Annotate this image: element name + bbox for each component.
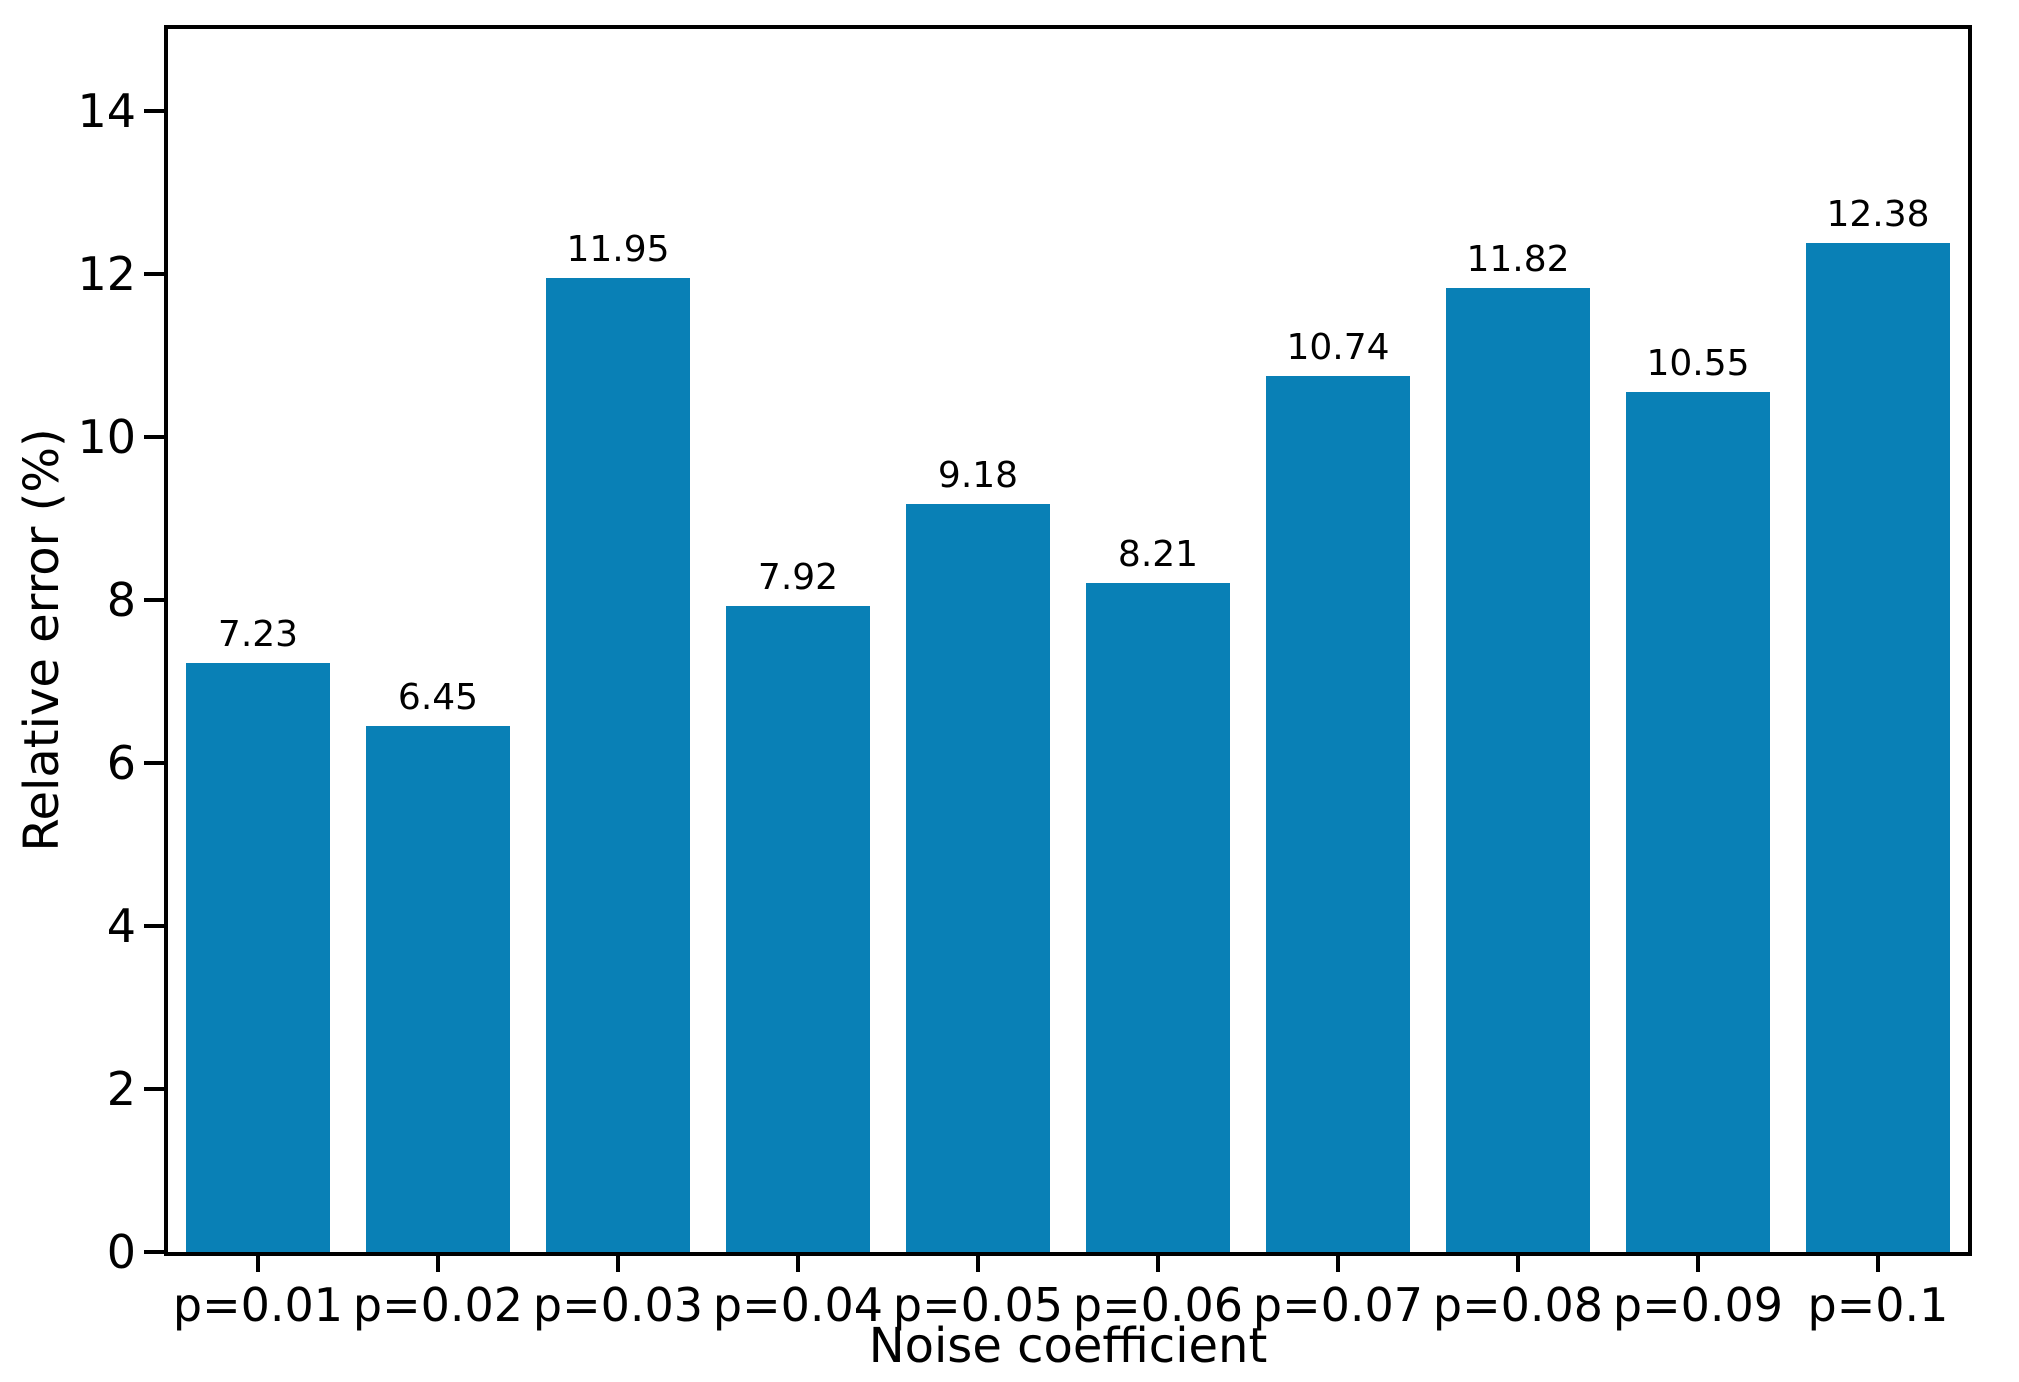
x-tick-label-p=0.1: p=0.1	[1807, 1278, 1949, 1332]
y-tick-label: 2	[106, 1061, 136, 1116]
bar-value-label: 7.92	[757, 557, 839, 599]
bar-value-label: 10.74	[1286, 327, 1390, 369]
x-tick-label-p=0.09: p=0.09	[1612, 1278, 1784, 1332]
y-tick-label: 8	[106, 572, 136, 627]
y-tick-mark	[144, 1086, 164, 1091]
y-tick-mark	[144, 1250, 164, 1254]
y-tick-mark	[144, 923, 164, 928]
x-tick-label-p=0.04: p=0.04	[712, 1278, 884, 1332]
x-tick-label-p=0.03: p=0.03	[532, 1278, 704, 1332]
x-tick-label-p=0.05: p=0.05	[892, 1278, 1064, 1332]
y-axis-title: Relative error (%)	[14, 428, 70, 852]
x-axis-title: Noise coefficient	[868, 1318, 1268, 1374]
x-tick-mark	[796, 1256, 800, 1272]
x-tick-mark	[1336, 1256, 1340, 1272]
bar-value-label: 9.18	[937, 454, 1019, 496]
bar-p=0.1	[1806, 242, 1950, 1252]
bar-value-label: 8.21	[1117, 533, 1199, 575]
bar-p=0.05	[906, 503, 1050, 1252]
x-tick-label-p=0.06: p=0.06	[1072, 1278, 1244, 1332]
y-tick-label: 0	[106, 1225, 136, 1279]
x-tick-mark	[616, 1256, 620, 1272]
y-tick-label: 10	[77, 409, 136, 464]
bar-p=0.02	[366, 726, 510, 1252]
bar-value-label: 6.45	[397, 677, 479, 719]
x-tick-mark	[436, 1256, 440, 1272]
y-tick-label: 12	[77, 246, 136, 301]
bar-p=0.08	[1446, 288, 1590, 1252]
y-tick-mark	[144, 597, 164, 602]
x-tick-label-p=0.01: p=0.01	[172, 1278, 344, 1332]
x-tick-mark	[1156, 1256, 1160, 1272]
bar-value-label: 12.38	[1826, 193, 1930, 235]
x-tick-mark	[1876, 1256, 1880, 1272]
bar-p=0.04	[726, 606, 870, 1252]
plot-area: 7.23 6.45 11.95 7.92 9.18 8.21 10.74 11.82 10.55…	[164, 25, 1972, 1256]
y-tick-label: 4	[106, 898, 136, 953]
bar-p=0.09	[1626, 391, 1770, 1252]
x-tick-mark	[1696, 1256, 1700, 1272]
y-tick-label: 6	[106, 735, 136, 790]
x-tick-label-p=0.02: p=0.02	[352, 1278, 524, 1332]
bar-value-label: 11.82	[1466, 239, 1570, 281]
bar-p=0.06	[1086, 582, 1230, 1252]
bar-p=0.03	[546, 277, 690, 1252]
y-tick-mark	[144, 271, 164, 276]
y-tick-label: 14	[77, 83, 136, 138]
bar-p=0.01	[186, 662, 330, 1252]
x-tick-label-p=0.07: p=0.07	[1252, 1278, 1424, 1332]
x-tick-label-p=0.08: p=0.08	[1432, 1278, 1604, 1332]
x-tick-mark	[976, 1256, 980, 1272]
bar-value-label: 11.95	[566, 228, 670, 270]
bar-p=0.07	[1266, 376, 1410, 1252]
y-tick-mark	[144, 760, 164, 765]
bar-value-label: 10.55	[1646, 342, 1750, 384]
x-tick-mark	[1516, 1256, 1520, 1272]
y-tick-mark	[144, 434, 164, 439]
y-tick-mark	[144, 108, 164, 113]
x-tick-mark	[256, 1256, 260, 1272]
bar-value-label: 7.23	[217, 613, 299, 655]
